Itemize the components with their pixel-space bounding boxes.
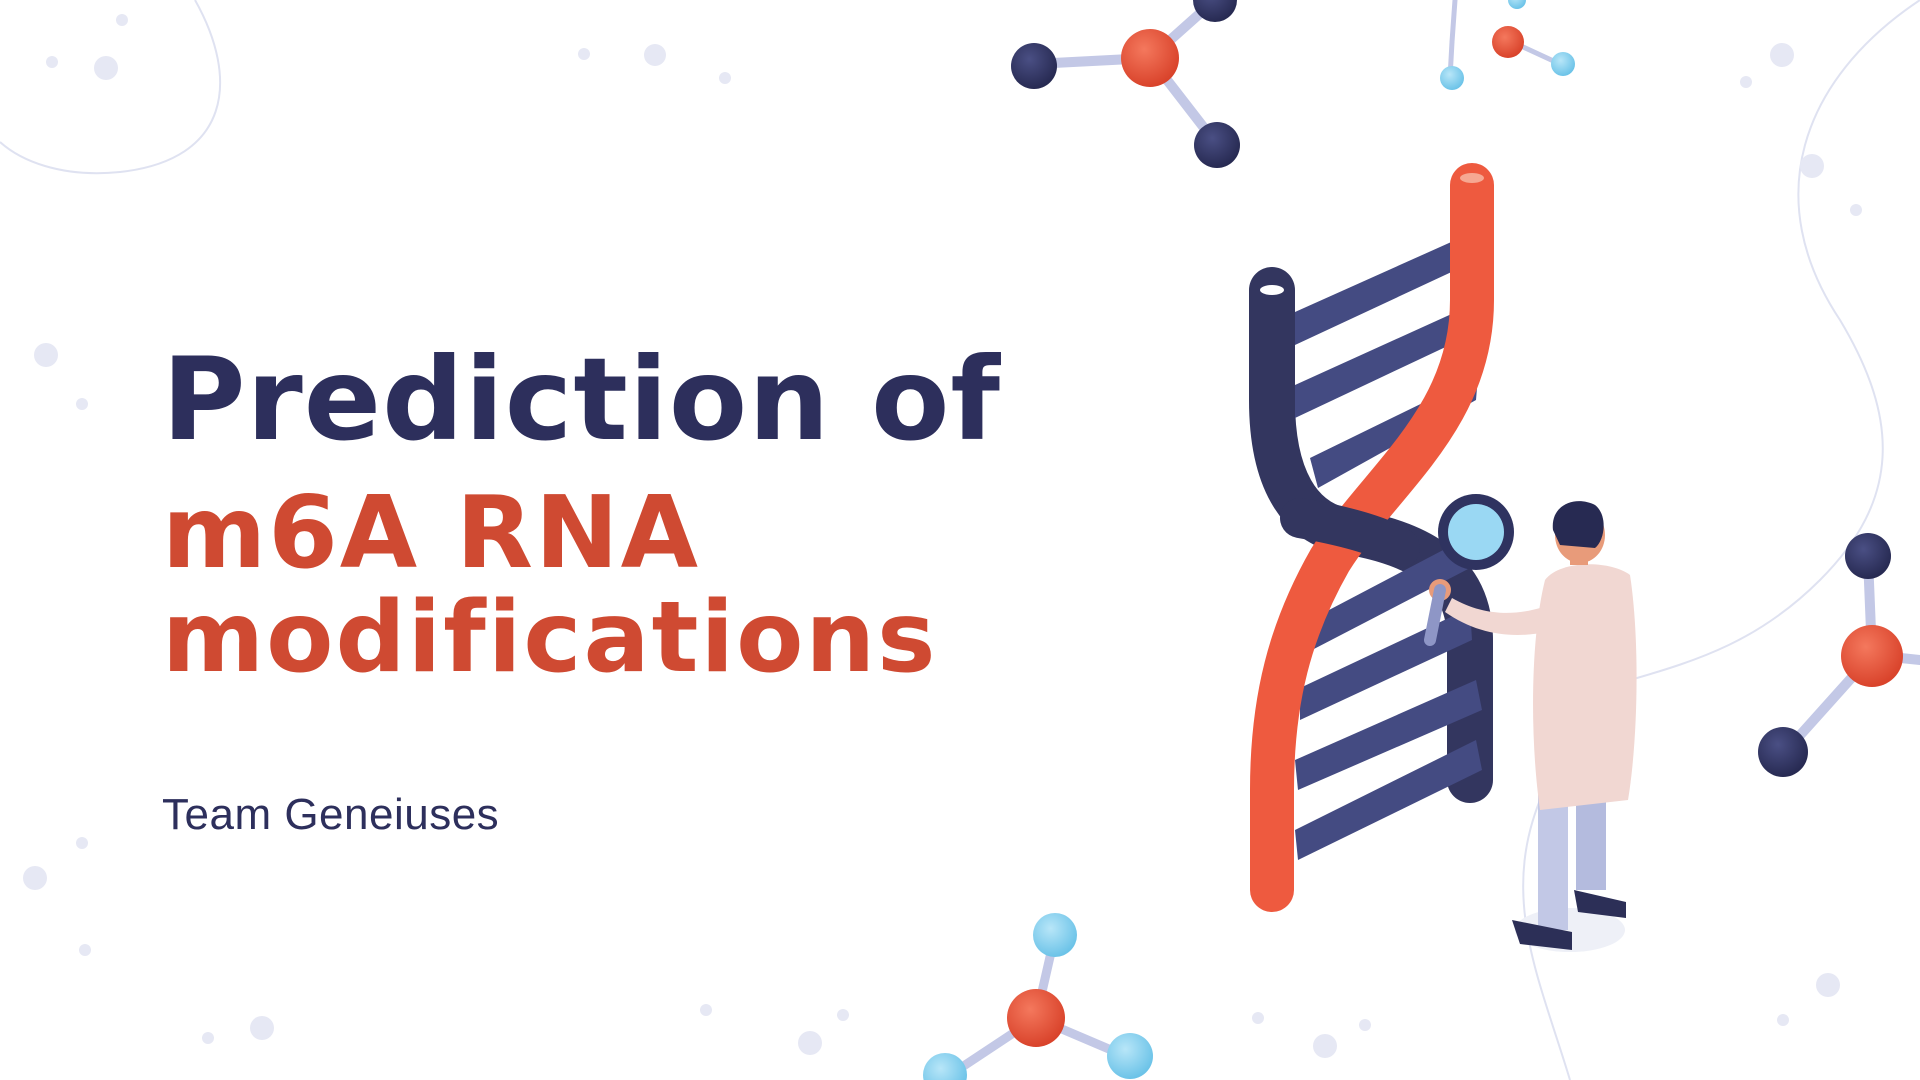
title-line-3: modifications <box>162 580 938 695</box>
decorative-curve <box>0 0 222 175</box>
molecule-icon <box>1440 0 1575 90</box>
molecule-icon <box>923 913 1153 1080</box>
title-block: Prediction of m6A RNA modifications <box>162 340 1001 690</box>
molecule-icon <box>1758 533 1903 777</box>
decorative-dots <box>23 14 1862 1058</box>
title-line-2: m6A RNA <box>162 473 701 591</box>
team-name: Team Geneiuses <box>162 790 500 839</box>
molecule-icon <box>1011 0 1240 168</box>
decorative-curve <box>1629 0 1920 681</box>
title-line-1: Prediction of <box>162 333 1001 466</box>
